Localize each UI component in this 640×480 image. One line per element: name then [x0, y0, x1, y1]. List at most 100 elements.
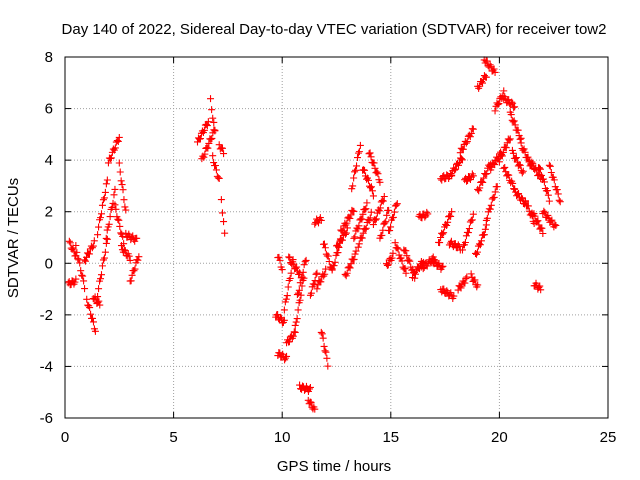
- x-tick-label: 10: [274, 429, 291, 446]
- data-point: [545, 161, 553, 169]
- data-point: [473, 248, 481, 256]
- data-point: [286, 254, 294, 262]
- data-point: [211, 162, 219, 169]
- data-point: [469, 210, 477, 218]
- data-point: [376, 204, 384, 212]
- data-point: [424, 210, 432, 218]
- data-point: [323, 354, 331, 362]
- data-point: [367, 208, 375, 216]
- data-point: [301, 258, 309, 266]
- data-point: [280, 316, 288, 324]
- data-point: [436, 239, 444, 247]
- data-point: [350, 234, 358, 242]
- data-point: [462, 275, 470, 283]
- data-point: [88, 244, 96, 252]
- data-point: [515, 190, 523, 198]
- data-point: [353, 162, 361, 170]
- data-point: [72, 275, 80, 283]
- data-point: [455, 242, 463, 250]
- data-point: [71, 278, 79, 286]
- x-tick-label: 0: [61, 429, 69, 446]
- data-point: [96, 301, 104, 309]
- data-point: [343, 219, 351, 227]
- data-point: [292, 318, 300, 326]
- data-point: [535, 164, 543, 172]
- data-point: [490, 65, 498, 73]
- data-point: [350, 255, 358, 263]
- data-point: [215, 174, 223, 182]
- data-point: [508, 98, 516, 106]
- data-point: [371, 216, 379, 224]
- data-point: [476, 241, 484, 249]
- data-point: [419, 265, 427, 273]
- data-point: [494, 101, 502, 109]
- data-point: [196, 135, 204, 143]
- data-point: [276, 256, 284, 264]
- data-point: [482, 170, 490, 178]
- data-point: [383, 211, 391, 219]
- data-point: [324, 252, 332, 260]
- data-point: [284, 283, 292, 291]
- data-point: [369, 221, 377, 229]
- data-point: [482, 73, 490, 81]
- data-point: [476, 82, 484, 90]
- data-point: [466, 133, 474, 141]
- data-point: [282, 354, 290, 362]
- data-point: [355, 240, 363, 248]
- data-point: [79, 272, 87, 280]
- x-tick-label: 15: [382, 429, 399, 446]
- data-point: [294, 306, 302, 314]
- data-point: [355, 148, 363, 156]
- data-point: [322, 348, 330, 356]
- data-point: [505, 171, 513, 179]
- data-point: [320, 272, 328, 280]
- data-point: [105, 220, 113, 228]
- data-point: [118, 181, 126, 189]
- data-point: [491, 188, 499, 196]
- data-point: [452, 165, 460, 173]
- data-point: [555, 196, 563, 204]
- data-point: [450, 292, 458, 300]
- data-point: [554, 190, 562, 198]
- data-point: [498, 152, 506, 160]
- data-point: [529, 159, 537, 167]
- data-point: [350, 207, 358, 215]
- data-point: [511, 121, 519, 129]
- data-point: [97, 210, 105, 218]
- data-point: [320, 240, 328, 248]
- data-point: [403, 252, 411, 260]
- data-point: [112, 205, 120, 213]
- data-point: [548, 216, 556, 224]
- data-point: [347, 260, 355, 268]
- data-point: [97, 271, 105, 279]
- data-point: [115, 133, 123, 141]
- data-point: [101, 248, 109, 256]
- data-point: [516, 135, 524, 143]
- data-point: [491, 161, 499, 169]
- data-point: [290, 328, 298, 336]
- data-point: [390, 208, 398, 216]
- data-point: [481, 225, 489, 233]
- data-point: [339, 227, 347, 235]
- data-point: [384, 261, 392, 269]
- data-point: [362, 224, 370, 232]
- data-point: [114, 215, 122, 223]
- data-point: [490, 193, 498, 201]
- data-point: [495, 158, 503, 166]
- data-point: [440, 285, 448, 293]
- data-point: [298, 273, 306, 281]
- data-point: [361, 225, 369, 233]
- data-point: [354, 243, 362, 251]
- data-point: [103, 176, 111, 184]
- data-point: [346, 264, 354, 272]
- data-point: [420, 263, 428, 271]
- data-point: [401, 265, 409, 273]
- data-point: [300, 261, 308, 269]
- data-point: [334, 243, 342, 251]
- data-point: [371, 164, 379, 172]
- data-point: [130, 267, 138, 275]
- data-point: [511, 154, 519, 162]
- data-point: [319, 334, 327, 342]
- data-point: [447, 289, 455, 297]
- data-point: [76, 259, 84, 267]
